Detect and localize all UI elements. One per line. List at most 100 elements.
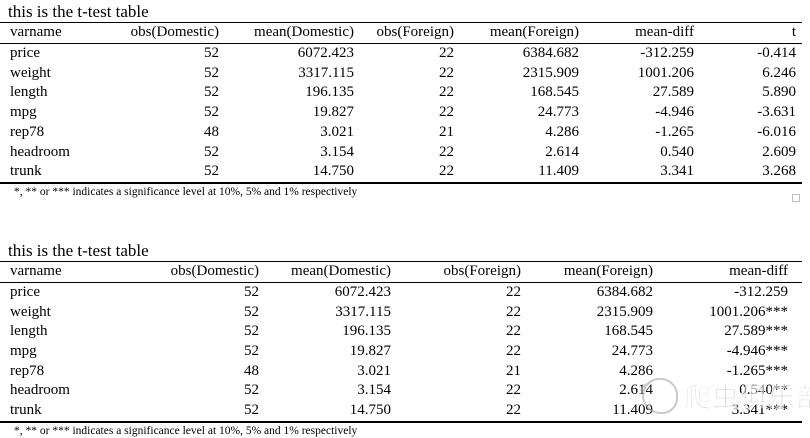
table-row: headroom 52 3.154 22 2.614 0.540 2.609 — [0, 143, 802, 163]
value-cell: -312.259 — [734, 283, 788, 300]
varname-cell: mpg — [10, 343, 37, 360]
column-header: obs(Foreign) — [360, 22, 460, 44]
value-cell: 2.614 — [619, 382, 653, 399]
varname-cell: length — [10, 323, 48, 340]
column-header: mean(Domestic) — [265, 261, 397, 283]
value-cell: 21 — [439, 123, 454, 140]
value-cell: 52 — [244, 303, 259, 320]
value-cell: -6.016 — [757, 123, 796, 140]
varname-cell: weight — [10, 64, 51, 81]
value-cell: 52 — [244, 402, 259, 419]
table-row: headroom 52 3.154 22 2.614 0.540** — [0, 381, 802, 401]
value-cell: 2.609 — [762, 143, 796, 160]
value-cell: -1.265*** — [726, 362, 788, 379]
value-cell: 24.773 — [611, 343, 653, 360]
value-cell: 27.589*** — [724, 323, 788, 340]
table-row: rep78 48 3.021 21 4.286 -1.265 -6.016 — [0, 123, 802, 143]
header-row: varname obs(Domestic) mean(Domestic) obs(Fo… — [0, 22, 802, 44]
ttest-table-with-t: varname obs(Domestic) mean(Domestic) obs(Fo… — [0, 22, 802, 184]
value-cell: 3.341 — [660, 163, 694, 180]
value-cell: 196.135 — [342, 323, 391, 340]
table-body: price 52 6072.423 22 6384.682 -312.259 weight 5… — [0, 282, 802, 421]
table-row: weight 52 3317.115 22 2315.909 1001.206 6.246 — [0, 64, 802, 84]
column-header: varname — [0, 261, 110, 283]
value-cell: 2315.909 — [522, 64, 579, 81]
header-row: varname obs(Domestic) mean(Domestic) obs(Fo… — [0, 261, 802, 283]
value-cell: 0.540** — [739, 382, 788, 399]
column-header: t — [700, 22, 802, 44]
table-row: length 52 196.135 22 168.545 27.589 5.890 — [0, 83, 802, 103]
value-cell: 48 — [204, 123, 219, 140]
value-cell: 1001.206 — [637, 64, 694, 81]
value-cell: 22 — [439, 45, 454, 61]
value-cell: 22 — [506, 283, 521, 300]
column-header: mean(Foreign) — [527, 261, 659, 283]
value-cell: 24.773 — [537, 104, 579, 121]
value-cell: 6072.423 — [297, 45, 354, 61]
varname-cell: headroom — [10, 382, 70, 399]
varname-cell: rep78 — [10, 362, 45, 379]
value-cell: -3.631 — [757, 104, 796, 121]
value-cell: 22 — [439, 163, 454, 180]
value-cell: 2315.909 — [596, 303, 653, 320]
value-cell: 6384.682 — [596, 283, 653, 300]
column-header: varname — [0, 22, 110, 44]
value-cell: 19.827 — [349, 343, 391, 360]
value-cell: 4.286 — [619, 362, 653, 379]
column-header: obs(Foreign) — [397, 261, 527, 283]
value-cell: 2.614 — [545, 143, 579, 160]
varname-cell: mpg — [10, 104, 37, 121]
column-header: obs(Domestic) — [110, 261, 265, 283]
table-title: this is the t-test table — [8, 2, 149, 21]
value-cell: 52 — [244, 283, 259, 300]
value-cell: 6072.423 — [334, 283, 391, 300]
value-cell: -1.265 — [655, 123, 694, 140]
varname-cell: headroom — [10, 143, 70, 160]
value-cell: 21 — [506, 362, 521, 379]
significance-footnote: *, ** or *** indicates a significance le… — [14, 424, 358, 437]
value-cell: -4.946 — [655, 104, 694, 121]
table-header: varname obs(Domestic) mean(Domestic) obs(Fo… — [0, 261, 802, 283]
value-cell: 3.021 — [320, 123, 354, 140]
value-cell: 168.545 — [530, 84, 579, 101]
table-header: varname obs(Domestic) mean(Domestic) obs(Fo… — [0, 22, 802, 44]
value-cell: 14.750 — [312, 163, 354, 180]
value-cell: 11.409 — [612, 402, 653, 419]
value-cell: 22 — [439, 84, 454, 101]
value-cell: 6.246 — [762, 64, 796, 81]
value-cell: 22 — [506, 402, 521, 419]
varname-cell: trunk — [10, 163, 42, 180]
table-row: trunk 52 14.750 22 11.409 3.341 3.268 — [0, 162, 802, 183]
ttest-section-2: this is the t-test table varname obs(Dome… — [0, 241, 810, 438]
value-cell: 4.286 — [545, 123, 579, 140]
value-cell: 3.268 — [762, 163, 796, 180]
value-cell: 6384.682 — [522, 45, 579, 61]
value-cell: 27.589 — [652, 84, 694, 101]
value-cell: 3317.115 — [335, 303, 391, 320]
value-cell: 168.545 — [604, 323, 653, 340]
table-row: weight 52 3317.115 22 2315.909 1001.206*** — [0, 303, 802, 323]
value-cell: 3.154 — [357, 382, 391, 399]
table-row: rep78 48 3.021 21 4.286 -1.265*** — [0, 362, 802, 382]
value-cell: 3317.115 — [298, 64, 354, 81]
column-header: mean-diff — [659, 261, 802, 283]
value-cell: 3.021 — [357, 362, 391, 379]
table-body: price 52 6072.423 22 6384.682 -312.259 -0.414 w… — [0, 44, 802, 183]
table-row: price 52 6072.423 22 6384.682 -312.259 — [0, 282, 802, 302]
value-cell: 22 — [439, 64, 454, 81]
value-cell: 52 — [244, 382, 259, 399]
table-row: mpg 52 19.827 22 24.773 -4.946 -3.631 — [0, 103, 802, 123]
value-cell: 52 — [204, 163, 219, 180]
value-cell: 22 — [506, 323, 521, 340]
value-cell: 0.540 — [660, 143, 694, 160]
value-cell: 5.890 — [762, 84, 796, 101]
table-title: this is the t-test table — [8, 240, 149, 260]
value-cell: 52 — [204, 64, 219, 81]
value-cell: 52 — [244, 323, 259, 340]
varname-cell: trunk — [10, 402, 42, 419]
value-cell: -4.946*** — [726, 343, 788, 360]
value-cell: 22 — [506, 303, 521, 320]
varname-cell: price — [10, 45, 40, 61]
varname-cell: weight — [10, 303, 51, 320]
